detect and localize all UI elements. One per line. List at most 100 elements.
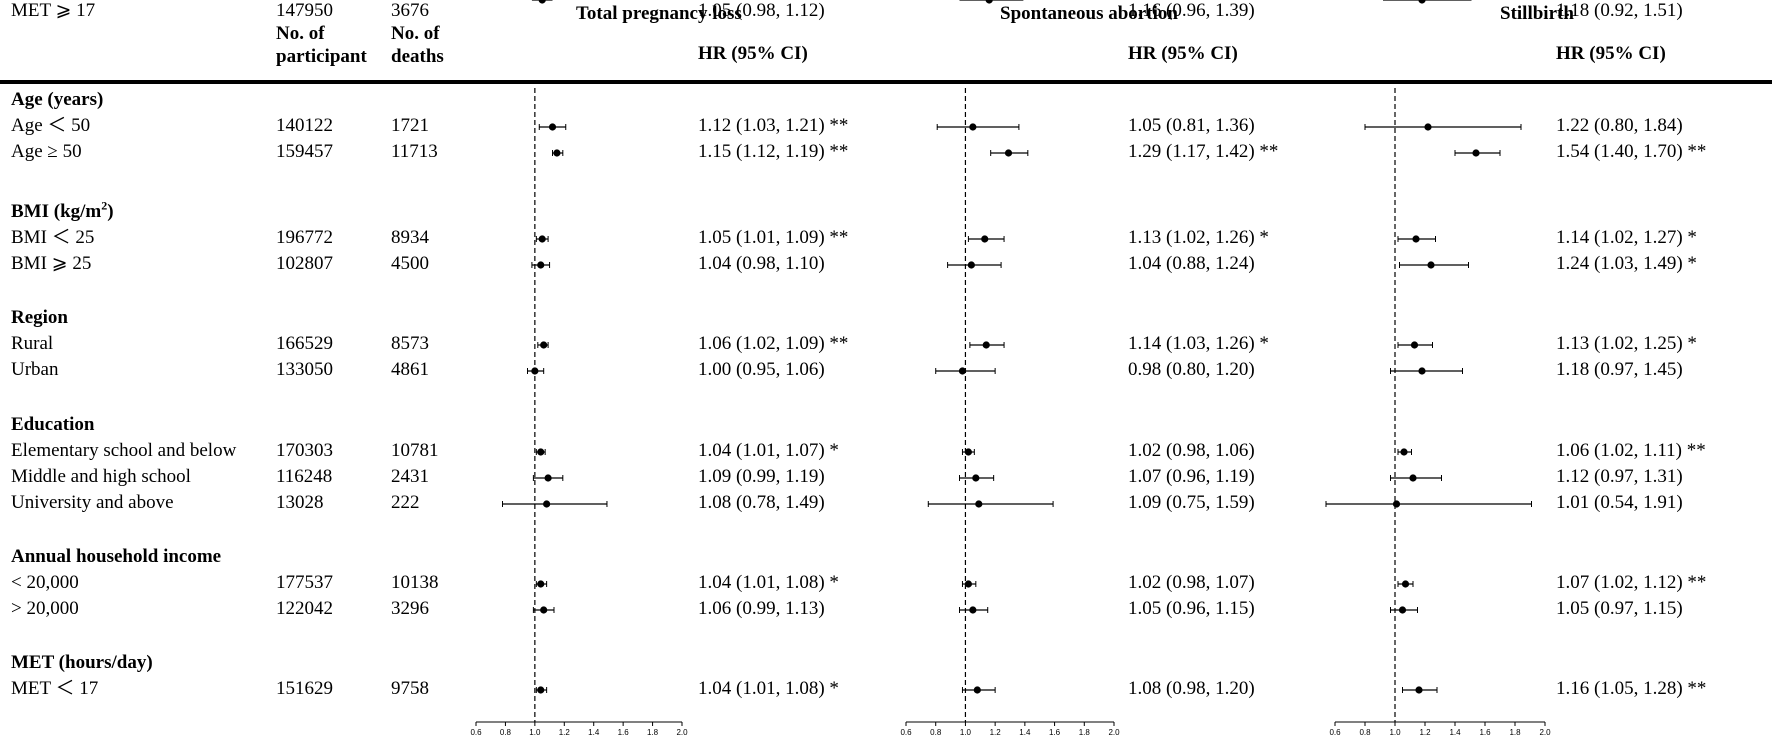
participant-count: 13028 [276,492,324,513]
participant-count: 166529 [276,333,333,354]
hr-point [540,341,548,349]
participant-count: 122042 [276,598,333,619]
hr-point [548,123,557,131]
death-count: 3676 [391,0,429,21]
participant-count: 147950 [276,0,333,21]
hr-point [1418,367,1426,375]
row-label: Elementary school and below [11,440,237,461]
group-heading-superscript: 2 [101,198,108,213]
participant-count: 151629 [276,678,333,699]
hr-ci-text: 1.12 (1.03, 1.21) ** [698,115,849,136]
hr-point [973,686,981,694]
hr-ci-text: 1.09 (0.99, 1.19) [698,466,825,487]
row-label: < 20,000 [11,572,79,593]
row-label: > 20,000 [11,598,79,619]
x-tick-label: 1.4 [1019,728,1031,737]
hr-ci-text: 1.04 (1.01, 1.07) * [698,440,839,461]
hr-ci-text: 1.05 (1.01, 1.09) ** [698,227,849,248]
x-tick-label: 0.8 [930,728,942,737]
hr-ci-text: 1.13 (1.02, 1.25) * [1556,333,1697,354]
participant-count: 170303 [276,440,333,461]
hr-point [537,448,545,456]
hr-ci-text: 1.22 (0.80, 1.84) [1556,115,1683,136]
x-tick-label: 0.8 [500,728,512,737]
hr-point [553,149,561,157]
death-count: 11713 [391,141,438,162]
hr-ci-text: 1.02 (0.98, 1.07) [1128,572,1255,593]
hr-ci-text: 1.12 (0.97, 1.31) [1556,466,1683,487]
x-tick-label: 1.6 [1049,728,1061,737]
hr-ci-text: 1.04 (1.01, 1.08) * [698,572,839,593]
participant-count: 196772 [276,227,333,248]
death-count: 4861 [391,359,429,380]
hr-point [964,448,973,456]
hr-ci-text: 1.29 (1.17, 1.42) ** [1128,141,1279,162]
death-count: 10781 [391,440,439,461]
hr-point [958,367,967,375]
row-label: MET ＜ 17 [11,678,99,699]
hr-label-total: HR (95% CI) [698,43,808,64]
hr-point [544,474,552,482]
group-heading: Region [11,307,68,328]
hr-label-stillbirth: HR (95% CI) [1556,43,1666,64]
x-tick-label: 1.0 [960,728,972,737]
death-count: 10138 [391,572,439,593]
hr-ci-text: 1.09 (0.75, 1.59) [1128,492,1255,513]
row-label: BMI ⩾ 25 [11,253,92,274]
hr-point [981,235,989,243]
hr-ci-text: 0.98 (0.80, 1.20) [1128,359,1255,380]
death-count: 8573 [391,333,429,354]
hr-point [1409,474,1417,482]
hr-ci-text: 1.05 (0.96, 1.15) [1128,598,1255,619]
deaths-header: No. of deaths [391,22,444,68]
hr-point [969,123,977,131]
hr-point [543,500,551,508]
x-tick-label: 0.6 [470,728,482,737]
hr-ci-text: 1.08 (0.78, 1.49) [698,492,825,513]
x-tick-label: 1.2 [559,728,571,737]
hr-point [1410,341,1419,349]
hr-ci-text: 1.16 (1.05, 1.28) ** [1556,678,1707,699]
x-tick-label: 2.0 [676,728,688,737]
hr-point [1401,580,1410,588]
participant-count: 133050 [276,359,333,380]
row-label: BMI ＜ 25 [11,227,95,248]
hr-point [975,500,983,508]
x-tick-label: 1.2 [990,728,1002,737]
group-heading: Age (years) [11,89,104,110]
hr-point [1415,686,1423,694]
x-tick-label: 1.4 [588,728,600,737]
participant-count: 140122 [276,115,333,136]
x-tick-label: 0.6 [900,728,912,737]
hr-point [537,686,545,694]
x-tick-label: 1.8 [1509,728,1521,737]
death-count: 3296 [391,598,429,619]
group-heading: Annual household income [11,546,222,567]
row-label: Urban [11,359,59,380]
row-label: Middle and high school [11,466,191,487]
death-count: 222 [391,492,420,513]
hr-point [1427,261,1435,269]
hr-ci-text: 1.07 (0.96, 1.19) [1128,466,1255,487]
x-tick-label: 0.6 [1329,728,1341,737]
death-count: 4500 [391,253,429,274]
participant-count: 116248 [276,466,333,487]
row-label: Age ≥ 50 [11,141,82,162]
hr-ci-text: 1.04 (0.88, 1.24) [1128,253,1255,274]
x-tick-label: 1.2 [1419,728,1431,737]
row-label: Age ＜ 50 [11,115,91,136]
hr-ci-text: 1.04 (1.01, 1.08) * [698,678,839,699]
hr-point [1398,606,1407,614]
death-count: 9758 [391,678,429,699]
hr-ci-text: 1.14 (1.03, 1.26) * [1128,333,1269,354]
hr-point [1418,0,1426,4]
row-label: University and above [11,492,174,513]
x-tick-label: 1.0 [529,728,541,737]
hr-point [1472,149,1480,157]
death-count: 1721 [391,115,429,136]
hr-ci-text: 1.18 (0.92, 1.51) [1556,0,1683,21]
death-count: 8934 [391,227,429,248]
panel-title-total-pregnancy-loss: Total pregnancy loss [576,3,742,24]
hr-ci-text: 1.15 (1.12, 1.19) ** [698,141,849,162]
participants-header-line1: No. of [276,23,325,44]
